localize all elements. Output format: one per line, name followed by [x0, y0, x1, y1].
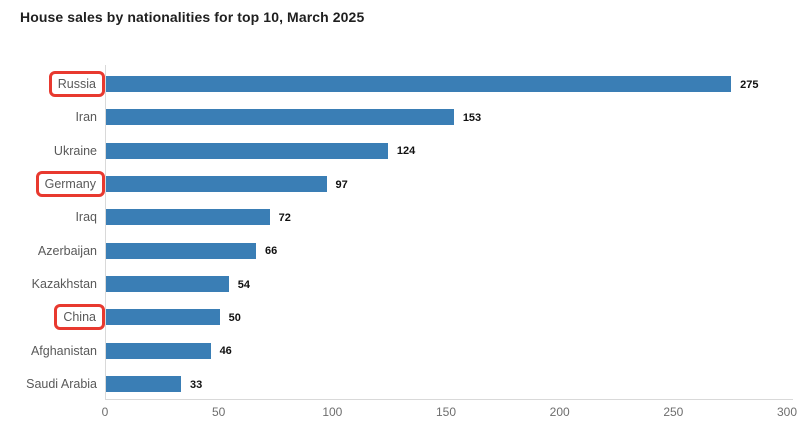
category-label-text: Saudi Arabia — [26, 377, 97, 392]
category-label: Iran — [0, 110, 97, 124]
bar-chart-plot: Russia 275 Iran 153 Ukraine 124 Germany 97 Iraq 7… — [26, 65, 797, 419]
bar — [106, 376, 182, 393]
category-label: Saudi Arabia — [0, 377, 97, 391]
x-tick-label: 100 — [322, 405, 343, 419]
bar — [106, 242, 257, 259]
bar — [106, 109, 454, 126]
x-tick-label: 0 — [101, 405, 109, 419]
category-label: Azerbaijan — [0, 244, 97, 258]
category-label: Germany — [0, 171, 105, 198]
category-label-text: Iran — [75, 110, 97, 125]
category-label-text: Iraq — [75, 210, 97, 225]
value-label: 50 — [228, 311, 241, 324]
value-label: 33 — [190, 378, 203, 391]
y-axis-line — [105, 65, 106, 399]
bar — [106, 209, 270, 226]
bar — [106, 142, 388, 159]
category-label: China — [0, 304, 105, 331]
x-tick-label: 300 — [776, 405, 798, 419]
category-label-text: Ukraine — [53, 143, 97, 158]
bar — [106, 276, 229, 293]
highlight-box: Germany — [35, 171, 105, 198]
category-label: Kazakhstan — [0, 277, 97, 291]
value-label: 153 — [462, 111, 482, 124]
bar — [106, 342, 211, 359]
bar — [106, 76, 732, 92]
x-tick-label: 250 — [663, 405, 684, 419]
category-label-text: Afghanistan — [30, 343, 97, 358]
value-label: 66 — [265, 245, 278, 258]
highlight-box: China — [54, 304, 105, 331]
chart-title: House sales by nationalities for top 10,… — [20, 9, 365, 25]
category-label: Russia — [0, 71, 105, 97]
bar — [106, 176, 327, 193]
value-label: 275 — [740, 78, 759, 91]
x-tick-label: 150 — [435, 405, 457, 419]
highlight-box: Russia — [48, 71, 105, 97]
value-label: 72 — [278, 211, 291, 224]
category-label: Iraq — [0, 210, 97, 224]
value-label: 124 — [396, 145, 416, 158]
category-label-text: Kazakhstan — [31, 277, 97, 292]
value-label: 54 — [237, 278, 250, 291]
bar — [106, 309, 220, 326]
x-tick-label: 200 — [549, 405, 570, 419]
value-label: 97 — [335, 178, 348, 191]
category-label: Afghanistan — [0, 344, 97, 358]
x-axis-line — [105, 399, 793, 400]
value-label: 46 — [219, 345, 232, 358]
category-label-text: Azerbaijan — [37, 243, 97, 258]
x-tick-label: 50 — [211, 405, 226, 419]
category-label: Ukraine — [0, 144, 97, 158]
